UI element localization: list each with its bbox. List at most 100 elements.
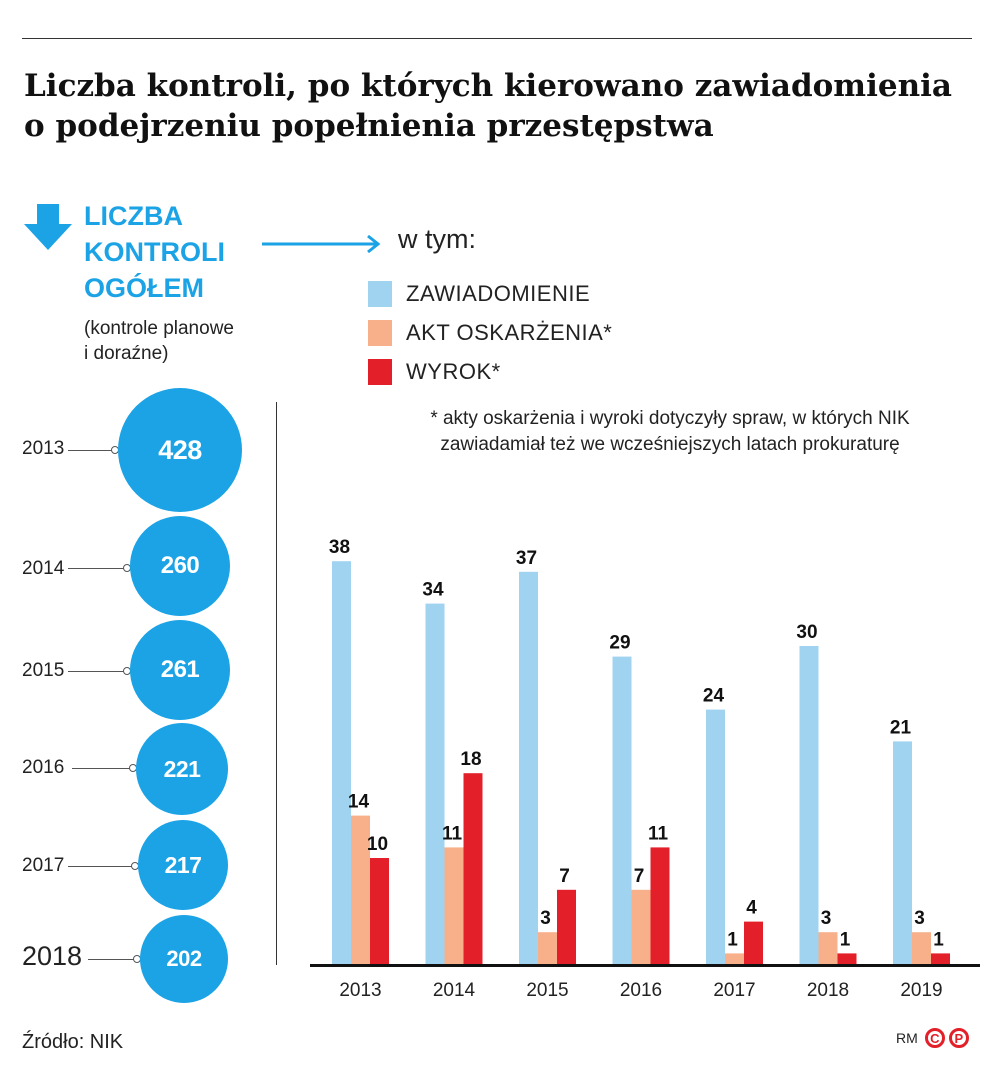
bar-wyrok-2016 (650, 847, 670, 964)
bar-akt-oskarzenia-2018 (818, 932, 838, 964)
legend-label-zawiadomienie: ZAWIADOMIENIE (406, 281, 591, 306)
value-label-akt-oskarzenia-2013: 14 (348, 792, 370, 813)
legend-swatch-akt-oskarzenia (368, 320, 392, 346)
total-checks-label: LICZBA KONTROLI OGÓŁEM (84, 198, 284, 306)
legend-item-wyrok: WYROK* (368, 357, 501, 387)
bar-chart: 3814102013341118201437372015297112016241… (310, 537, 980, 1001)
footnote-line-2: zawiadamiał też we wcześniejszych latach… (440, 434, 900, 455)
bubble-total-2013: 428 (118, 388, 242, 512)
value-label-wyrok-2015: 7 (559, 866, 570, 887)
phonogram-icon: P (948, 1028, 969, 1048)
value-label-zawiadomienie-2017: 24 (703, 686, 725, 707)
bubble-connector-2017 (68, 866, 132, 867)
chart-title: Liczba kontroli, po których kierowano za… (24, 66, 984, 146)
chart-title-line-1: Liczba kontroli, po których kierowano za… (24, 68, 953, 104)
total-checks-label-line-2: KONTROLI (84, 237, 225, 267)
value-label-zawiadomienie-2013: 38 (329, 537, 350, 558)
value-label-akt-oskarzenia-2017: 1 (727, 929, 738, 950)
bubble-total-2014: 260 (130, 516, 230, 616)
x-tick-2017: 2017 (713, 980, 755, 1001)
bar-wyrok-2017 (744, 921, 763, 964)
value-label-zawiadomienie-2019: 21 (890, 717, 912, 738)
total-checks-label-line-1: LICZBA (84, 201, 183, 231)
footnote-line-1: * akty oskarżenia i wyroki dotyczyły spr… (430, 408, 910, 429)
bar-zawiadomienie-2015 (519, 571, 538, 964)
x-tick-2013: 2013 (339, 980, 381, 1001)
x-tick-2018: 2018 (807, 980, 849, 1001)
arrow-right-icon (262, 234, 381, 254)
value-label-zawiadomienie-2014: 34 (422, 580, 444, 601)
total-checks-sublabel: (kontrole planowe i doraźne) (84, 316, 304, 366)
top-rule (22, 38, 972, 39)
bubble-year-2017: 2017 (22, 855, 65, 876)
bubble-total-2018: 202 (140, 915, 228, 1003)
value-label-zawiadomienie-2018: 30 (796, 622, 817, 643)
bubble-connector-2016 (72, 768, 130, 769)
bar-akt-oskarzenia-2019 (912, 932, 931, 964)
x-tick-2019: 2019 (900, 980, 942, 1001)
value-label-wyrok-2016: 11 (648, 823, 669, 844)
value-label-zawiadomienie-2016: 29 (609, 633, 630, 654)
credit-initials: RM (896, 1030, 918, 1046)
bubble-connector-2014 (68, 568, 124, 569)
legend-swatch-zawiadomienie (368, 281, 392, 307)
vertical-divider (276, 402, 277, 965)
value-label-zawiadomienie-2015: 37 (516, 548, 537, 569)
bar-zawiadomienie-2018 (799, 646, 819, 964)
x-tick-2015: 2015 (526, 980, 568, 1001)
bar-akt-oskarzenia-2015 (538, 932, 557, 964)
credit: RM C P (896, 1028, 969, 1048)
bar-wyrok-2013 (370, 858, 389, 964)
bar-wyrok-2014 (463, 773, 483, 964)
value-label-akt-oskarzenia-2018: 3 (821, 908, 832, 929)
bar-zawiadomienie-2016 (612, 656, 632, 964)
legend-label-wyrok: WYROK* (406, 359, 501, 384)
bubble-connector-2015 (68, 671, 124, 672)
bubble-year-2018: 2018 (22, 941, 83, 971)
including-label: w tym: (398, 224, 476, 254)
arrow-down-icon (24, 204, 72, 250)
bubble-connector-2013 (68, 450, 112, 451)
value-label-wyrok-2014: 18 (460, 749, 481, 770)
legend-item-akt-oskarzenia: AKT OSKARŻENIA* (368, 318, 612, 348)
legend-swatch-wyrok (368, 359, 392, 385)
bubble-year-2016: 2016 (22, 757, 65, 778)
bar-akt-oskarzenia-2016 (631, 889, 651, 964)
value-label-akt-oskarzenia-2015: 3 (540, 908, 551, 929)
value-label-akt-oskarzenia-2016: 7 (634, 866, 645, 887)
bar-wyrok-2019 (931, 953, 950, 964)
copyright-icon: C (924, 1028, 945, 1048)
bar-zawiadomienie-2014 (425, 603, 445, 964)
legend-item-zawiadomienie: ZAWIADOMIENIE (368, 279, 590, 309)
value-label-akt-oskarzenia-2019: 3 (914, 908, 925, 929)
bubble-total-2017: 217 (138, 820, 228, 910)
total-checks-label-line-3: OGÓŁEM (84, 273, 204, 303)
bubble-connector-2018 (88, 959, 134, 960)
bar-akt-oskarzenia-2013 (351, 815, 370, 964)
x-tick-2016: 2016 (620, 980, 662, 1001)
value-label-wyrok-2018: 1 (840, 929, 851, 950)
legend-label-akt-oskarzenia: AKT OSKARŻENIA* (406, 320, 613, 345)
bubble-year-2014: 2014 (22, 558, 65, 579)
bar-zawiadomienie-2017 (706, 709, 725, 964)
bar-akt-oskarzenia-2014 (444, 847, 464, 964)
bar-zawiadomienie-2019 (893, 741, 912, 964)
bubble-year-2013: 2013 (22, 438, 65, 459)
value-label-wyrok-2017: 4 (746, 898, 757, 919)
bar-akt-oskarzenia-2017 (725, 953, 744, 964)
bar-zawiadomienie-2013 (332, 561, 351, 964)
total-checks-sublabel-line-2: i doraźne) (84, 343, 169, 364)
bubble-total-2015: 261 (130, 620, 230, 720)
value-label-akt-oskarzenia-2014: 11 (442, 823, 463, 844)
bubble-total-2016: 221 (136, 723, 228, 815)
bar-wyrok-2015 (557, 889, 576, 964)
x-tick-2014: 2014 (433, 980, 476, 1001)
bubble-year-2015: 2015 (22, 660, 65, 681)
bar-wyrok-2018 (837, 953, 857, 964)
chart-title-line-2: o podejrzeniu popełnienia przestępstwa (24, 108, 714, 144)
value-label-wyrok-2013: 10 (367, 834, 388, 855)
source-note: Źródło: NIK (22, 1031, 124, 1053)
value-label-wyrok-2019: 1 (933, 929, 944, 950)
footnote: * akty oskarżenia i wyroki dotyczyły spr… (360, 406, 980, 458)
total-checks-sublabel-line-1: (kontrole planowe (84, 318, 234, 339)
